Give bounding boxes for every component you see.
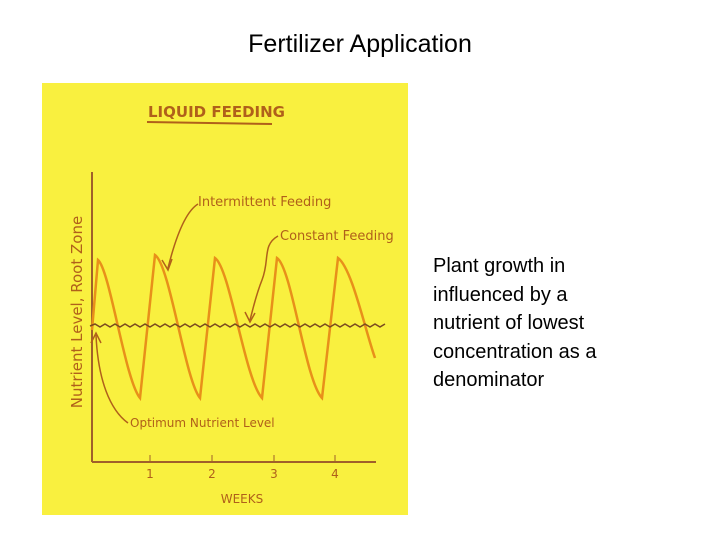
constant-line: [89, 323, 386, 328]
x-tick-label: 4: [331, 467, 339, 481]
annotation-arrow: [167, 203, 199, 269]
x-axis-label: WEEKS: [221, 492, 264, 506]
y-axis-label: Nutrient Level, Root Zone: [68, 216, 86, 408]
heading-underline: [146, 121, 273, 125]
body-line: denominator: [433, 369, 545, 391]
x-tick-label: 1: [146, 467, 154, 481]
figure-background: [42, 83, 408, 515]
annotation: Intermittent Feeding: [198, 195, 331, 210]
annotation: Optimum Nutrient Level: [130, 416, 275, 430]
annotation-arrow: [249, 235, 279, 321]
body-text: Plant growth in influenced by a nutrient…: [433, 252, 596, 395]
body-line: influenced by a: [433, 283, 568, 306]
body-line: Plant growth in: [433, 255, 566, 277]
x-tick-label: 2: [208, 467, 216, 481]
figure-heading: LIQUID FEEDING: [148, 103, 285, 121]
body-line: concentration as a: [433, 340, 597, 363]
x-tick-label: 3: [270, 467, 278, 481]
slide-title: Fertilizer Application: [248, 30, 472, 58]
arrowhead: [90, 331, 102, 344]
body-line: nutrient of lowest: [433, 312, 585, 334]
annotation-arrow: [95, 334, 129, 424]
x-ticks: 1 2 3 4: [146, 455, 339, 481]
arrowhead: [244, 311, 256, 324]
intermittent-curve: [90, 252, 377, 402]
arrowhead: [161, 258, 173, 272]
annotation: Constant Feeding: [280, 229, 394, 244]
figure: LIQUID FEEDING Nutrient Level, Root Zone…: [42, 83, 408, 515]
